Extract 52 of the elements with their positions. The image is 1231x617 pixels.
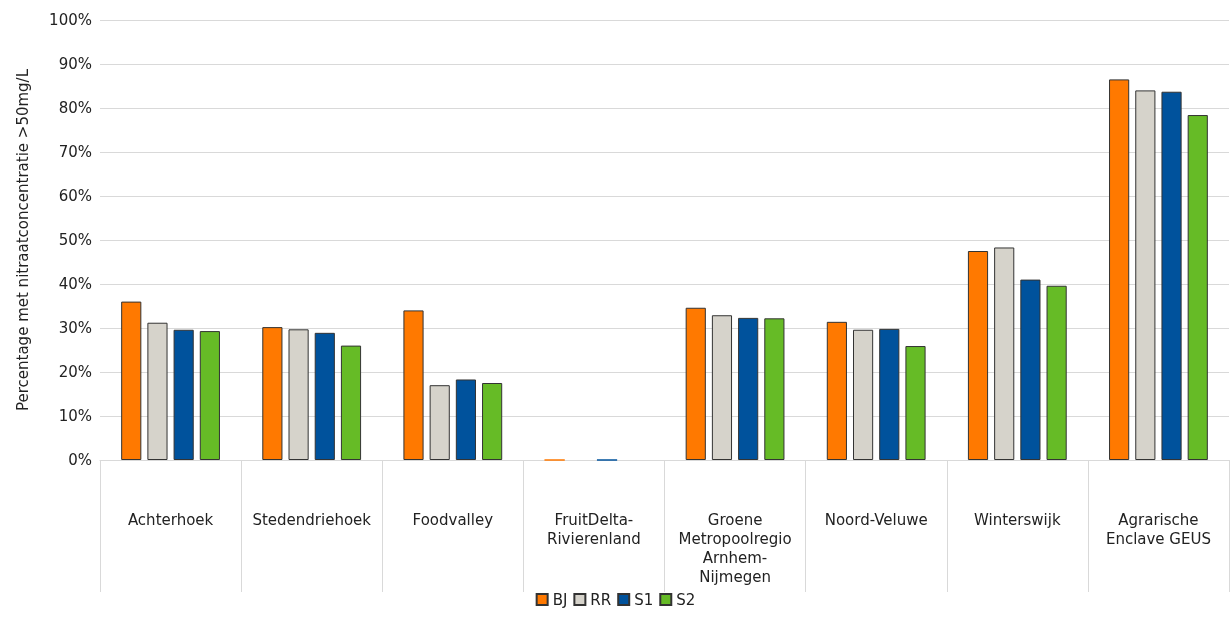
y-tick-label: 30% xyxy=(58,319,92,337)
bar xyxy=(482,383,503,460)
x-tick-label: Stedendriehoek xyxy=(252,510,372,529)
y-tick-label: 90% xyxy=(58,55,92,73)
bar xyxy=(685,307,706,460)
bar xyxy=(288,329,309,460)
bar xyxy=(121,301,142,460)
bar xyxy=(967,251,989,460)
x-tick-label: Noord-Veluwe xyxy=(824,510,928,529)
y-tick-label: 60% xyxy=(58,187,92,205)
bar xyxy=(764,318,785,460)
legend-label: S1 xyxy=(634,590,654,609)
legend-label: S2 xyxy=(676,590,696,609)
y-tick-label: 10% xyxy=(58,407,92,425)
bar xyxy=(994,247,1015,460)
bar xyxy=(1161,91,1182,460)
bar xyxy=(340,345,362,460)
y-tick-label: 100% xyxy=(49,11,92,29)
y-tick-label: 80% xyxy=(58,99,92,117)
x-tick-label: Achterhoek xyxy=(127,510,214,529)
bar xyxy=(147,322,168,460)
bar xyxy=(199,331,220,460)
bar xyxy=(173,329,194,460)
bar xyxy=(879,328,900,460)
y-axis-title: Percentage met nitraatconcentratie >50mg/L xyxy=(13,68,32,412)
x-tick-label: Foodvalley xyxy=(412,510,494,529)
x-tick-label: Agrarische Enclave GEUS xyxy=(1105,510,1211,548)
bar xyxy=(1046,285,1067,460)
x-tick-label: Groene Metropoolregio Arnhem- Nijmegen xyxy=(678,510,792,586)
bar xyxy=(429,385,450,460)
y-tick-label: 70% xyxy=(58,143,92,161)
bar xyxy=(826,321,847,460)
bar xyxy=(403,310,424,460)
y-tick-label: 0% xyxy=(68,451,92,469)
bar xyxy=(1187,115,1208,460)
bar xyxy=(853,329,874,460)
x-tick-label: Winterswijk xyxy=(974,510,1061,529)
bar xyxy=(455,379,476,460)
bar xyxy=(738,317,759,460)
y-tick-label: 50% xyxy=(58,231,92,249)
bar xyxy=(905,346,926,460)
bar xyxy=(262,327,283,460)
bar xyxy=(1020,279,1041,460)
bar xyxy=(1135,90,1156,460)
bar xyxy=(314,332,335,460)
y-tick-label: 20% xyxy=(58,363,92,381)
bar xyxy=(711,315,733,460)
legend-label: RR xyxy=(590,590,612,609)
y-tick-label: 40% xyxy=(58,275,92,293)
legend-label: BJ xyxy=(552,590,568,609)
x-tick-label: FruitDelta- Rivierenland xyxy=(547,510,641,548)
bar xyxy=(1109,79,1130,460)
